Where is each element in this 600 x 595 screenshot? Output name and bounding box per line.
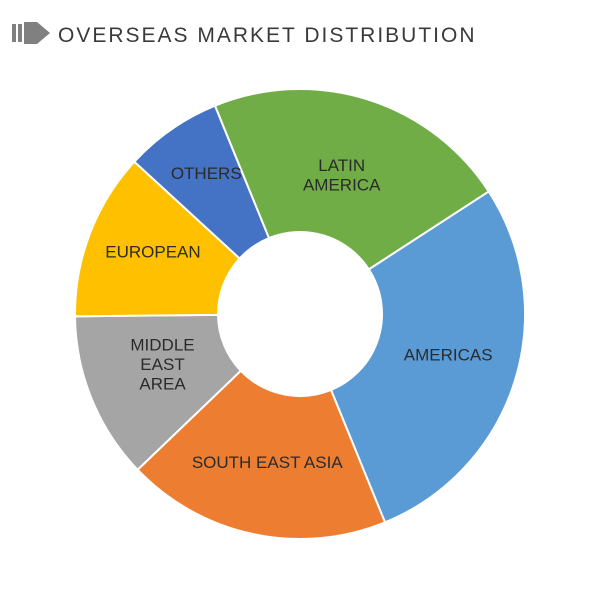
- page-title: OVERSEAS MARKET DISTRIBUTION: [58, 24, 477, 48]
- donut-chart: AMERICASSOUTH EAST ASIAMIDDLEEASTAREAEUR…: [0, 79, 600, 549]
- donut-svg: AMERICASSOUTH EAST ASIAMIDDLEEASTAREAEUR…: [65, 79, 535, 549]
- slice-label: AMERICAS: [404, 345, 493, 364]
- slice-label: OTHERS: [171, 164, 242, 183]
- header: OVERSEAS MARKET DISTRIBUTION: [0, 0, 600, 51]
- slice-label: SOUTH EAST ASIA: [192, 453, 344, 472]
- donut-hole: [218, 232, 382, 396]
- slice-label: EUROPEAN: [105, 243, 200, 262]
- arrow-bars-icon: [12, 20, 50, 51]
